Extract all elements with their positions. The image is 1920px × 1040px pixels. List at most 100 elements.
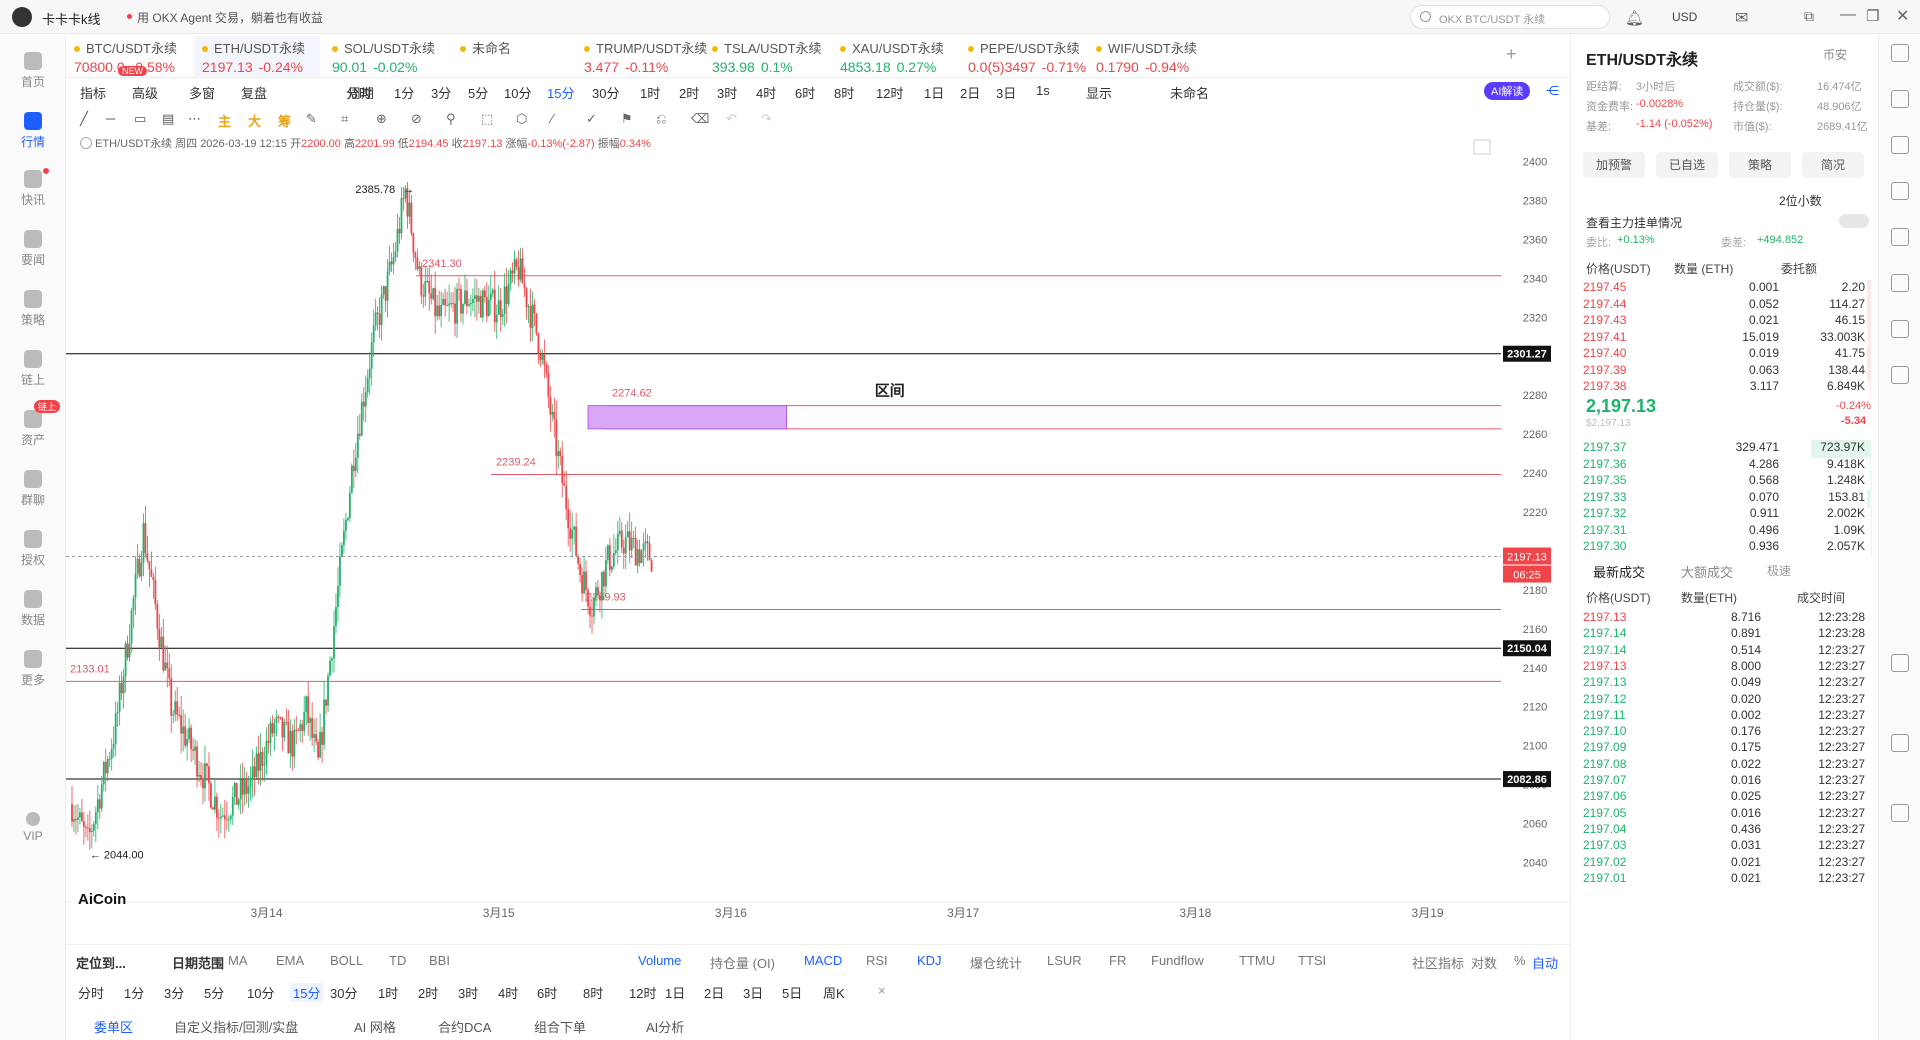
add-tab-icon[interactable]: +: [1506, 44, 1517, 64]
robot-icon[interactable]: [1891, 320, 1909, 338]
bottom-tab[interactable]: 自定义指标/回测/实盘: [174, 1020, 299, 1035]
bell-icon[interactable]: 🔔︎: [1625, 10, 1645, 27]
interval-option[interactable]: 1分: [394, 86, 415, 101]
calendar-icon[interactable]: [1891, 274, 1909, 292]
period-option[interactable]: 8时: [583, 986, 604, 1001]
community-indicator-button[interactable]: 社区指标: [1412, 956, 1465, 971]
price-axis[interactable]: [1501, 132, 1535, 932]
sub-indicator-tab[interactable]: Volume: [638, 953, 682, 968]
interval-option[interactable]: 1s: [1036, 83, 1050, 98]
main-indicator-tab[interactable]: MA: [228, 953, 248, 968]
tab-symbol[interactable]: TSLA/USDT永续 393.98 0.1%: [704, 36, 830, 76]
period-option[interactable]: 1日: [665, 986, 686, 1001]
trade-tab[interactable]: 最新成交: [1593, 565, 1646, 580]
period-option[interactable]: 15分: [290, 983, 324, 1002]
tab-symbol[interactable]: SOL/USDT永续 90.01 -0.02%: [324, 36, 450, 76]
draw-tool-icon[interactable]: ↶: [726, 111, 737, 126]
indicators-button[interactable]: 指标: [80, 86, 107, 101]
overlay-toggle[interactable]: 筹: [278, 114, 292, 129]
range-zone[interactable]: [587, 405, 787, 430]
interval-option[interactable]: 8时: [834, 86, 855, 101]
orderbook-row[interactable]: 2197.39 0.063 138.44: [1583, 361, 1871, 381]
orderbook-row[interactable]: 2197.40 0.019 41.75: [1583, 344, 1871, 364]
sub-indicator-tab[interactable]: KDJ: [917, 953, 942, 968]
popout-icon[interactable]: ⧉: [1804, 8, 1814, 24]
phone-icon[interactable]: [1891, 804, 1909, 822]
currency-select[interactable]: USD: [1672, 10, 1698, 24]
tab-symbol[interactable]: TRUMP/USDT永续 3.477 -0.11%: [576, 36, 707, 76]
promo-banner[interactable]: 用 OKX Agent 交易，躺着也有收益: [137, 11, 324, 25]
main-indicator-tab[interactable]: BOLL: [330, 953, 364, 968]
tab-symbol[interactable]: PEPE/USDT永续 0.0(5)3497 -0.71%: [960, 36, 1086, 76]
period-option[interactable]: 5分: [204, 986, 225, 1001]
orderbook-row[interactable]: 2197.41 15.019 33.003K: [1583, 328, 1871, 348]
percent-toggle[interactable]: %: [1514, 953, 1526, 968]
sidebar-item-strategy[interactable]: 策略: [0, 282, 66, 338]
user-avatar[interactable]: [12, 7, 32, 27]
close-icon[interactable]: ✕: [1896, 8, 1910, 25]
support-icon[interactable]: [1891, 734, 1909, 752]
period-option[interactable]: 1时: [378, 986, 399, 1001]
restore-icon[interactable]: ❐: [1866, 8, 1880, 25]
period-option[interactable]: 3分: [164, 986, 185, 1001]
period-option[interactable]: 2日: [704, 986, 725, 1001]
bottom-tab[interactable]: 合约DCA: [438, 1020, 492, 1035]
panel-action-button[interactable]: 策略: [1729, 152, 1791, 178]
panel-action-button[interactable]: 已自选: [1656, 152, 1718, 178]
interval-option[interactable]: 6时: [795, 86, 816, 101]
bottom-tab[interactable]: AI 网格: [354, 1020, 396, 1035]
draw-tool-icon[interactable]: ╱: [80, 111, 88, 126]
period-option[interactable]: 分时: [78, 986, 105, 1001]
tab-symbol[interactable]: XAU/USDT永续 4853.18 0.27%: [832, 36, 958, 76]
layout-name[interactable]: 未命名: [1170, 86, 1210, 101]
fast-mode-toggle[interactable]: 极速: [1767, 564, 1792, 578]
draw-tool-icon[interactable]: ⚑: [621, 111, 633, 126]
share-icon[interactable]: ⋲: [1546, 83, 1559, 98]
bottom-tab[interactable]: 委单区: [94, 1020, 134, 1035]
interval-option[interactable]: 分时: [346, 86, 373, 101]
interval-option[interactable]: 1时: [640, 86, 661, 101]
overlay-toggle[interactable]: 主: [218, 114, 232, 129]
search-input[interactable]: OKX BTC/USDT 永续: [1410, 5, 1610, 29]
draw-tool-icon[interactable]: ⬚: [481, 111, 494, 126]
sub-indicator-tab[interactable]: Fundflow: [1151, 953, 1204, 968]
replay-button[interactable]: 复盘: [241, 86, 268, 101]
ai-interpret-button[interactable]: AI解读: [1484, 82, 1531, 100]
period-option[interactable]: 30分: [330, 986, 358, 1001]
interval-option[interactable]: 1日: [924, 86, 945, 101]
tab-symbol[interactable]: 未命名: [452, 36, 578, 76]
period-option[interactable]: 3时: [458, 986, 479, 1001]
draw-tool-icon[interactable]: ⌫: [691, 111, 710, 126]
sidebar-item-more[interactable]: 更多: [0, 642, 66, 698]
period-option[interactable]: 2时: [418, 986, 439, 1001]
interval-option[interactable]: 30分: [592, 86, 620, 101]
sidebar-item-vip[interactable]: VIP: [0, 804, 66, 860]
draw-tool-icon[interactable]: ⌗: [341, 111, 349, 126]
interval-option[interactable]: 3时: [717, 86, 738, 101]
period-option[interactable]: 3日: [743, 986, 764, 1001]
orderbook-row[interactable]: 2197.38 3.117 6.849K: [1583, 377, 1871, 397]
layout-icon[interactable]: [1891, 654, 1909, 672]
multi-window-button[interactable]: 多窗: [189, 86, 216, 101]
sub-indicator-tab[interactable]: MACD: [804, 953, 843, 968]
interval-option[interactable]: 4时: [756, 86, 777, 101]
sidebar-item-article[interactable]: 要闻: [0, 222, 66, 278]
period-option[interactable]: 10分: [247, 986, 275, 1001]
panel-action-button[interactable]: 简况: [1802, 152, 1864, 178]
tab-symbol[interactable]: ETH/USDT永续 2197.13 -0.24%: [194, 36, 320, 76]
main-indicator-tab[interactable]: BBI: [429, 953, 450, 968]
bottom-tab[interactable]: 组合下单: [534, 1020, 587, 1035]
orderbook-row[interactable]: 2197.44 0.052 114.27: [1583, 295, 1871, 315]
panel-action-button[interactable]: 加预警: [1583, 152, 1645, 178]
sidebar-item-news[interactable]: 快讯: [0, 162, 66, 218]
period-option[interactable]: 周K: [823, 986, 845, 1001]
orderbook-row[interactable]: 2197.45 0.001 2.20: [1583, 278, 1871, 298]
sidebar-item-market[interactable]: 行情: [0, 104, 66, 160]
sidebar-item-home[interactable]: 首页: [0, 44, 66, 100]
mail-icon[interactable]: ✉: [1735, 10, 1749, 27]
close-periods-icon[interactable]: ×: [878, 983, 886, 998]
sub-indicator-tab[interactable]: TTSI: [1298, 953, 1327, 968]
interval-option[interactable]: 15分: [547, 86, 575, 101]
sub-indicator-tab[interactable]: 爆仓统计: [970, 956, 1023, 971]
draw-tool-icon[interactable]: ⚲: [446, 111, 456, 126]
